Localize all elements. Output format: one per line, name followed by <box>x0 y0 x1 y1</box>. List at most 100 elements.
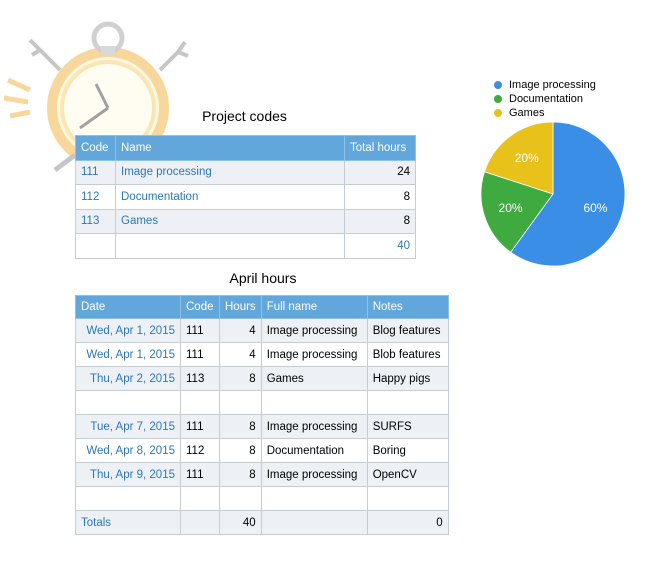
column-header-name[interactable]: Name <box>115 135 345 161</box>
hours-cell[interactable] <box>219 486 262 511</box>
date-cell[interactable]: Thu, Apr 9, 2015 <box>75 462 181 487</box>
hours-cell[interactable]: 4 <box>219 318 262 343</box>
column-header-notes[interactable]: Notes <box>366 295 449 319</box>
date-cell[interactable] <box>75 486 181 511</box>
code-cell[interactable]: 111 <box>180 414 220 439</box>
code-cell[interactable] <box>180 486 220 511</box>
date-cell[interactable]: Wed, Apr 8, 2015 <box>75 438 181 463</box>
table-row[interactable]: Wed, Apr 8, 2015 112 8 Documentation Bor… <box>75 438 449 463</box>
legend-item: Documentation <box>494 92 596 106</box>
table-header-row: Date Code Hours Full name Notes <box>75 295 449 319</box>
date-cell[interactable]: Wed, Apr 1, 2015 <box>75 318 181 343</box>
pie-data-label: 20% <box>515 151 539 165</box>
code-cell[interactable]: 113 <box>180 366 220 391</box>
hours-cell[interactable]: 8 <box>219 438 262 463</box>
legend-swatch <box>494 109 502 117</box>
full-name-cell[interactable]: Image processing <box>260 318 368 343</box>
column-header-date[interactable]: Date <box>75 295 181 319</box>
full-name-cell[interactable]: Games <box>260 366 368 391</box>
notes-cell[interactable]: Happy pigs <box>366 366 449 391</box>
date-cell[interactable]: Wed, Apr 1, 2015 <box>75 342 181 367</box>
full-name-cell[interactable]: Image processing <box>260 342 368 367</box>
hours-total-cell[interactable]: 40 <box>219 510 262 535</box>
code-cell[interactable] <box>180 510 220 535</box>
notes-cell[interactable]: Boring <box>366 438 449 463</box>
hours-pie-chart[interactable]: 60% 20% 20% <box>480 120 626 268</box>
code-cell[interactable]: 113 <box>75 208 116 234</box>
table-row[interactable]: Tue, Apr 7, 2015 111 8 Image processing … <box>75 414 449 439</box>
date-cell[interactable] <box>75 390 181 415</box>
legend-swatch <box>494 81 502 89</box>
code-cell[interactable] <box>75 233 116 259</box>
april-hours-table[interactable]: Date Code Hours Full name Notes Wed, Apr… <box>75 295 449 535</box>
code-cell[interactable] <box>180 390 220 415</box>
column-header-total-hours[interactable]: Total hours <box>344 135 416 161</box>
notes-cell[interactable] <box>366 486 449 511</box>
total-hours-cell[interactable]: 24 <box>344 159 416 185</box>
pie-slice-image-processing[interactable] <box>510 121 626 267</box>
hours-cell[interactable]: 4 <box>219 342 262 367</box>
table-row[interactable]: 111 Image processing 24 <box>75 159 416 185</box>
total-hours-cell[interactable]: 8 <box>344 208 416 234</box>
code-cell[interactable]: 111 <box>180 342 220 367</box>
pie-data-label: 60% <box>583 201 607 215</box>
notes-cell[interactable]: Blob features <box>366 342 449 367</box>
pie-slice-documentation[interactable] <box>480 171 554 253</box>
table-row[interactable]: Wed, Apr 1, 2015 111 4 Image processing … <box>75 318 449 343</box>
table-row[interactable]: 112 Documentation 8 <box>75 184 416 210</box>
legend-item: Games <box>494 106 596 120</box>
full-name-cell[interactable] <box>260 510 368 535</box>
legend-label: Documentation <box>509 93 583 105</box>
name-cell[interactable]: Games <box>115 208 345 234</box>
code-cell[interactable]: 111 <box>180 462 220 487</box>
table-header-row: Code Name Total hours <box>75 135 416 161</box>
date-cell[interactable]: Tue, Apr 7, 2015 <box>75 414 181 439</box>
legend-label: Image processing <box>509 79 596 91</box>
hours-cell[interactable]: 8 <box>219 414 262 439</box>
full-name-cell[interactable]: Image processing <box>260 462 368 487</box>
notes-cell[interactable]: SURFS <box>366 414 449 439</box>
table-row[interactable] <box>75 486 449 511</box>
full-name-cell[interactable] <box>260 486 368 511</box>
table-row[interactable]: Thu, Apr 9, 2015 111 8 Image processing … <box>75 462 449 487</box>
name-cell[interactable] <box>115 233 345 259</box>
total-hours-cell[interactable]: 8 <box>344 184 416 210</box>
code-cell[interactable]: 112 <box>180 438 220 463</box>
code-cell[interactable]: 112 <box>75 184 116 210</box>
name-cell[interactable]: Image processing <box>115 159 345 185</box>
hours-cell[interactable]: 8 <box>219 462 262 487</box>
legend-item: Image processing <box>494 78 596 92</box>
column-header-full-name[interactable]: Full name <box>260 295 368 319</box>
total-hours-sum-cell[interactable]: 40 <box>344 233 416 259</box>
hours-cell[interactable] <box>219 390 262 415</box>
project-codes-table[interactable]: Code Name Total hours 111 Image processi… <box>75 135 416 259</box>
full-name-cell[interactable]: Image processing <box>260 414 368 439</box>
table-row[interactable]: Wed, Apr 1, 2015 111 4 Image processing … <box>75 342 449 367</box>
table-row[interactable]: 113 Games 8 <box>75 208 416 234</box>
code-cell[interactable]: 111 <box>75 159 116 185</box>
date-cell[interactable]: Thu, Apr 2, 2015 <box>75 366 181 391</box>
notes-total-cell[interactable]: 0 <box>366 510 449 535</box>
legend-swatch <box>494 95 502 103</box>
notes-cell[interactable]: OpenCV <box>366 462 449 487</box>
table-row[interactable] <box>75 390 449 415</box>
column-header-code[interactable]: Code <box>180 295 220 319</box>
april-hours-title: April hours <box>229 270 297 286</box>
totals-label-cell[interactable]: Totals <box>75 510 181 535</box>
full-name-cell[interactable]: Documentation <box>260 438 368 463</box>
pie-data-label: 20% <box>499 201 523 215</box>
column-header-code[interactable]: Code <box>75 135 116 161</box>
name-cell[interactable]: Documentation <box>115 184 345 210</box>
column-header-hours[interactable]: Hours <box>219 295 262 319</box>
notes-cell[interactable] <box>366 390 449 415</box>
table-row[interactable]: Thu, Apr 2, 2015 113 8 Games Happy pigs <box>75 366 449 391</box>
hours-cell[interactable]: 8 <box>219 366 262 391</box>
legend-label: Games <box>509 107 545 119</box>
table-footer-row[interactable]: Totals 40 0 <box>75 510 449 535</box>
table-footer-row[interactable]: 40 <box>75 233 416 259</box>
pie-slice-games[interactable] <box>484 121 554 195</box>
project-codes-title: Project codes <box>202 108 287 124</box>
full-name-cell[interactable] <box>260 390 368 415</box>
code-cell[interactable]: 111 <box>180 318 220 343</box>
notes-cell[interactable]: Blog features <box>366 318 449 343</box>
